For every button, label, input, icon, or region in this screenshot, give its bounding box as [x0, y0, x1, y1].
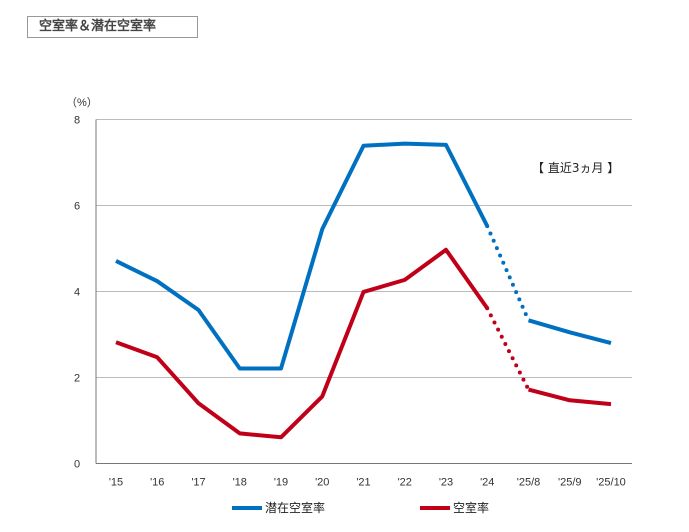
x-tick-label: '17	[191, 477, 205, 489]
y-tick-label: 2	[74, 373, 80, 385]
series-line-recent-0	[527, 318, 612, 346]
chart-title-box: 空室率＆潜在空室率	[27, 16, 198, 38]
x-tick-label: '24	[480, 477, 494, 489]
series-line-0	[115, 141, 490, 371]
y-tick-label: 8	[74, 115, 80, 127]
series-dotted-segment-1	[485, 306, 531, 392]
x-tick-label: '21	[356, 477, 370, 489]
y-tick-label: 0	[74, 459, 80, 471]
x-tick-label: '22	[398, 477, 412, 489]
recent-3-months-annotation: 【 直近3ヵ月 】	[532, 161, 619, 175]
y-axis-unit-label: （%）	[66, 96, 98, 109]
legend-swatch-red	[420, 505, 450, 510]
series-line-recent-1	[527, 387, 612, 407]
legend-label: 空室率	[453, 501, 490, 515]
y-tick-label: 4	[74, 287, 80, 299]
x-tick-label: '19	[274, 477, 288, 489]
x-tick-label: '15	[109, 477, 123, 489]
x-tick-label: '25/8	[517, 477, 541, 489]
legend-item-potential-vacancy: 潜在空室率	[232, 499, 325, 516]
series-dotted-segment-0	[485, 224, 531, 323]
legend-item-vacancy: 空室率	[420, 499, 489, 516]
y-tick-label: 6	[74, 201, 80, 213]
x-tick-label: '18	[233, 477, 247, 489]
x-tick-label: '16	[150, 477, 164, 489]
x-tick-label: '20	[315, 477, 329, 489]
x-tick-label: '25/9	[558, 477, 582, 489]
legend-label: 潜在空室率	[265, 501, 326, 515]
x-tick-label: '23	[439, 477, 453, 489]
x-tick-label: '25/10	[596, 477, 626, 489]
legend-swatch-blue	[232, 505, 262, 510]
series-line-1	[115, 247, 489, 440]
